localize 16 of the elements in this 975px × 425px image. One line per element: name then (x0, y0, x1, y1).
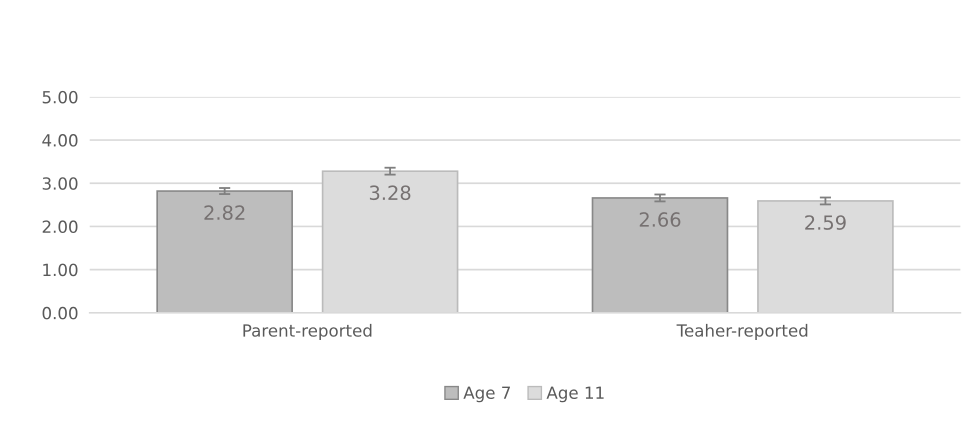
y-tick-label: 3.00 (42, 177, 78, 190)
data-label: 2.82 (204, 205, 244, 220)
data-label: 2.66 (640, 212, 680, 227)
x-tick-label: Teaher-reported (676, 324, 808, 340)
y-tick-label: 1.00 (43, 264, 78, 276)
y-tick-label: 5.00 (42, 90, 78, 104)
bar (156, 190, 293, 313)
legend-label: Age 7 (463, 386, 510, 402)
y-tick-label: 2.00 (42, 220, 78, 234)
y-tick-label: 4.00 (42, 134, 78, 147)
bar (592, 197, 728, 313)
data-label: 2.59 (805, 215, 846, 230)
legend-label: Age 11 (546, 386, 604, 402)
x-tick-label: Parent-reported (243, 324, 372, 340)
data-label: 3.28 (370, 185, 410, 200)
y-tick-label: 0.00 (42, 306, 78, 320)
